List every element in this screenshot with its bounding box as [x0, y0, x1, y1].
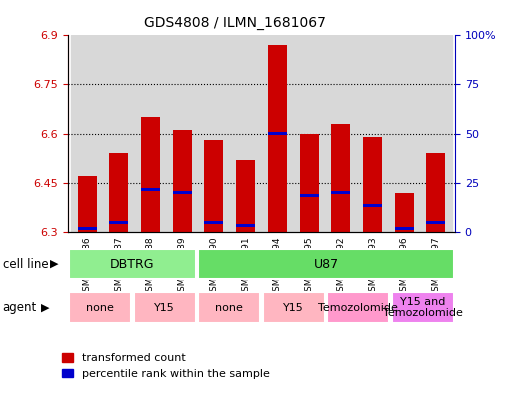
Bar [198, 249, 454, 279]
Bar [327, 292, 389, 323]
Bar [389, 35, 420, 232]
Bar [141, 188, 160, 191]
Text: ▶: ▶ [41, 302, 49, 312]
Text: Y15: Y15 [283, 303, 304, 312]
Bar [109, 153, 128, 232]
Bar [236, 224, 255, 227]
Bar [69, 292, 131, 323]
Bar [392, 292, 454, 323]
Bar [173, 191, 192, 194]
Bar [357, 35, 389, 232]
Bar [109, 220, 128, 224]
Bar [134, 35, 166, 232]
Bar [230, 35, 262, 232]
Bar [166, 35, 198, 232]
Bar [134, 292, 196, 323]
Bar [198, 35, 230, 232]
Text: Y15: Y15 [154, 303, 175, 312]
Text: none: none [215, 303, 243, 312]
Bar [77, 227, 97, 230]
Bar [331, 191, 350, 194]
Text: none: none [86, 303, 114, 312]
Bar [69, 249, 196, 279]
Text: U87: U87 [313, 258, 338, 271]
Bar [426, 153, 446, 232]
Text: Temozolomide: Temozolomide [319, 303, 398, 312]
Bar [141, 117, 160, 232]
Legend: transformed count, percentile rank within the sample: transformed count, percentile rank withi… [58, 349, 275, 384]
Text: GDS4808 / ILMN_1681067: GDS4808 / ILMN_1681067 [144, 16, 326, 30]
Bar [71, 35, 103, 232]
Bar [395, 193, 414, 232]
Bar [325, 35, 357, 232]
Text: agent: agent [3, 301, 37, 314]
Bar [331, 124, 350, 232]
Bar [103, 35, 134, 232]
Bar [204, 140, 223, 232]
Bar [300, 195, 319, 197]
Bar [363, 137, 382, 232]
Bar [395, 227, 414, 230]
Bar [426, 220, 446, 224]
Text: Y15 and
Temozolomide: Y15 and Temozolomide [383, 297, 463, 318]
Text: ▶: ▶ [50, 259, 58, 269]
Bar [198, 292, 260, 323]
Bar [204, 220, 223, 224]
Bar [293, 35, 325, 232]
Bar [262, 35, 293, 232]
Bar [420, 35, 452, 232]
Bar [268, 132, 287, 135]
Bar [77, 176, 97, 232]
Text: DBTRG: DBTRG [110, 258, 155, 271]
Bar [263, 292, 325, 323]
Bar [268, 45, 287, 232]
Text: cell line: cell line [3, 257, 48, 271]
Bar [236, 160, 255, 232]
Bar [363, 204, 382, 207]
Bar [173, 130, 192, 232]
Bar [300, 134, 319, 232]
